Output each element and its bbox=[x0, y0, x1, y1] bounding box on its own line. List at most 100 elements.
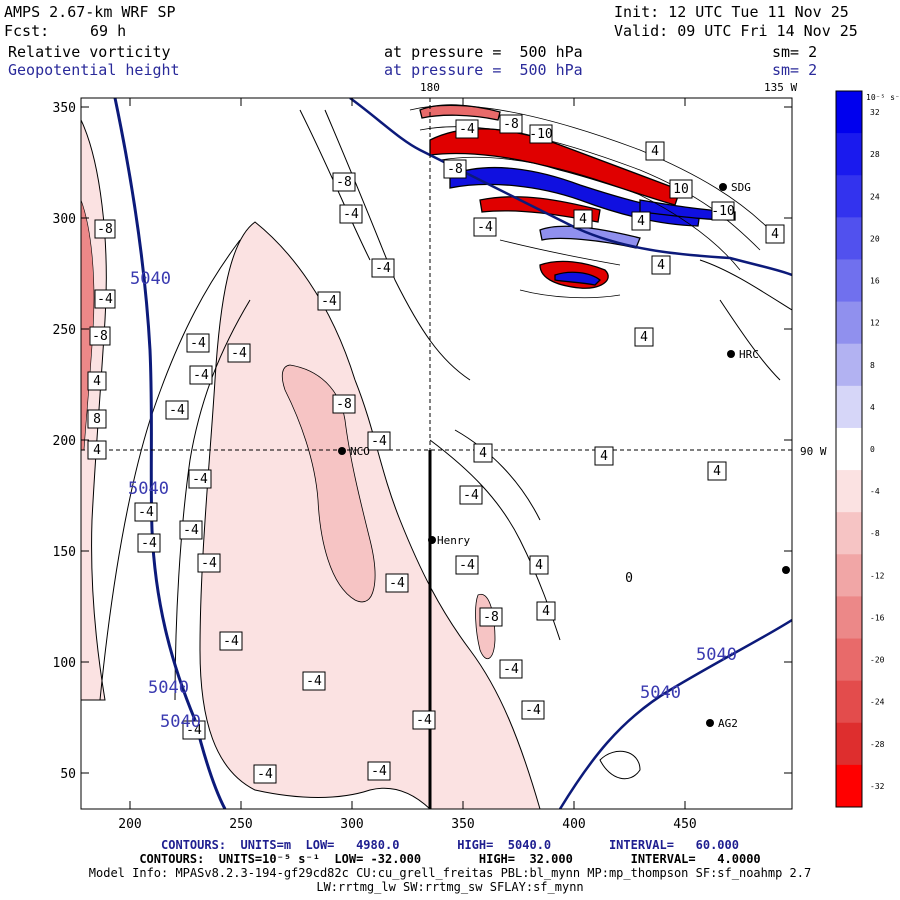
vort-label: -4 bbox=[503, 662, 519, 677]
vort-label: -4 bbox=[141, 536, 157, 551]
colorbar-label: -28 bbox=[870, 740, 885, 749]
colorbar-label: 16 bbox=[870, 277, 880, 286]
vort-label: -8 bbox=[503, 117, 519, 132]
map-fields: -8 -4 -8 4 8 4 -4 -4 -4 -4 -4 -4 -4 -4 -… bbox=[81, 98, 792, 809]
colorbar-cell bbox=[836, 722, 862, 766]
vort-label: -4 bbox=[525, 703, 541, 718]
colorbar-cell bbox=[836, 91, 862, 134]
colorbar-cell bbox=[836, 175, 862, 218]
colorbar-cell bbox=[836, 133, 862, 176]
vort-label: -4 bbox=[183, 523, 199, 538]
y-tick-label: 300 bbox=[53, 212, 76, 227]
vort-label: 4 bbox=[542, 604, 550, 619]
height-contour-info: CONTOURS: UNITS=m LOW= 4980.0 HIGH= 5040… bbox=[161, 838, 739, 852]
y-tick-label: 150 bbox=[53, 545, 76, 560]
vort-label: -4 bbox=[371, 434, 387, 449]
vort-label: -4 bbox=[231, 346, 247, 361]
y-tick-label: 350 bbox=[53, 101, 76, 116]
valid-time: Valid: 09 UTC Fri 14 Nov 25 bbox=[614, 22, 858, 40]
colorbar-label: -12 bbox=[870, 571, 885, 580]
vort-label: -4 bbox=[321, 294, 337, 309]
model-info: Model Info: MPASv8.2.3-194-gf29cd82c CU:… bbox=[88, 866, 812, 880]
vort-label: -8 bbox=[336, 397, 352, 412]
vort-label: -4 bbox=[257, 767, 273, 782]
colorbar-cell bbox=[836, 764, 862, 808]
vort-label: 4 bbox=[637, 214, 645, 229]
axis-ticks bbox=[81, 98, 792, 809]
vort-label: 4 bbox=[713, 464, 721, 479]
vort-label: -8 bbox=[336, 175, 352, 190]
init-time: Init: 12 UTC Tue 11 Nov 25 bbox=[614, 3, 849, 21]
colorbar-label: -4 bbox=[870, 487, 880, 496]
vort-label: 10 bbox=[673, 182, 689, 197]
vort-label: -4 bbox=[463, 488, 479, 503]
field1-level: at pressure = 500 hPa bbox=[384, 43, 583, 61]
y-tick-label: 200 bbox=[53, 434, 76, 449]
vort-label: -4 bbox=[190, 336, 206, 351]
vort-shading-west bbox=[81, 119, 107, 701]
vort-label: 4 bbox=[771, 227, 779, 242]
vort-label: 4 bbox=[535, 558, 543, 573]
vorticity-contour-info: CONTOURS: UNITS=10⁻⁵ s⁻¹ LOW= -32.000 HI… bbox=[139, 852, 761, 866]
colorbar-label: 28 bbox=[870, 150, 880, 159]
station-nco: NCO bbox=[350, 445, 370, 458]
vort-label: 4 bbox=[579, 212, 587, 227]
vort-label: -4 bbox=[371, 764, 387, 779]
colorbar-label: -32 bbox=[870, 782, 885, 791]
colorbar: 10⁻⁵ s⁻¹ 32 28 24 20 16 12 8 4 0 -4 -8 -12 -16 -20 -24… bbox=[835, 90, 900, 808]
vort-label: -8 bbox=[483, 610, 499, 625]
height-label: 5040 bbox=[696, 645, 737, 665]
forecast-label: Fcst: bbox=[4, 22, 50, 40]
station-henry: Henry bbox=[437, 534, 470, 547]
height-label: 5040 bbox=[160, 712, 201, 732]
height-label: 5040 bbox=[130, 269, 171, 289]
height-label: 5040 bbox=[148, 678, 189, 698]
colorbar-label: -16 bbox=[870, 613, 885, 622]
plot-frame bbox=[80, 97, 793, 810]
vort-label: 4 bbox=[93, 443, 101, 458]
colorbar-cell bbox=[836, 470, 862, 513]
vort-label: 8 bbox=[93, 412, 101, 427]
y-tick-label: 100 bbox=[53, 656, 76, 671]
vort-label: -10 bbox=[529, 127, 552, 142]
model-title: AMPS 2.67-km WRF SP bbox=[4, 3, 176, 21]
vort-label: -4 bbox=[201, 556, 217, 571]
y-tick-label: 250 bbox=[53, 323, 76, 338]
x-tick-label: 250 bbox=[229, 817, 252, 832]
vort-shading-main bbox=[199, 221, 541, 809]
meridian-90w-label: 90 W bbox=[800, 445, 827, 458]
colorbar-cell bbox=[836, 385, 862, 429]
vort-label: 4 bbox=[479, 446, 487, 461]
vort-zero-label: 0 bbox=[625, 571, 633, 586]
vort-contour-labels: -8 -4 -8 4 8 4 -4 -4 -4 -4 -4 -4 -4 -4 -… bbox=[87, 114, 785, 784]
y-axis-labels: 350 300 250 200 150 100 50 bbox=[53, 101, 76, 782]
height-contour-west bbox=[113, 98, 227, 809]
height-label: 5040 bbox=[640, 683, 681, 703]
station-ag2: AG2 bbox=[718, 717, 738, 730]
vort-shading-west-strong bbox=[81, 199, 95, 451]
colorbar-cell bbox=[836, 217, 862, 260]
vort-label: -4 bbox=[459, 122, 475, 137]
colorbar-cell bbox=[836, 427, 862, 471]
model-info-physics: LW:rrtmg_lw SW:rrtmg_sw SFLAY:sf_mynn bbox=[316, 880, 584, 894]
vort-label: -4 bbox=[416, 713, 432, 728]
vort-label: -10 bbox=[711, 204, 734, 219]
field2-name: Geopotential height bbox=[8, 61, 180, 79]
vort-label: -4 bbox=[169, 403, 185, 418]
vort-label: -4 bbox=[138, 505, 154, 520]
x-tick-label: 350 bbox=[451, 817, 474, 832]
height-label: 5040 bbox=[128, 479, 169, 499]
station-hrc: HRC bbox=[739, 348, 759, 361]
vort-label: 4 bbox=[640, 330, 648, 345]
vort-label: 4 bbox=[657, 258, 665, 273]
colorbar-label: -20 bbox=[870, 656, 885, 665]
vort-label: -8 bbox=[92, 329, 108, 344]
colorbar-cell bbox=[836, 512, 862, 555]
colorbar-label: 0 bbox=[870, 445, 875, 454]
colorbar-label: 32 bbox=[870, 108, 880, 117]
x-tick-label: 200 bbox=[118, 817, 141, 832]
x-tick-label: 300 bbox=[340, 817, 363, 832]
colorbar-label: 12 bbox=[870, 319, 880, 328]
vort-shading-pocket bbox=[475, 593, 496, 660]
